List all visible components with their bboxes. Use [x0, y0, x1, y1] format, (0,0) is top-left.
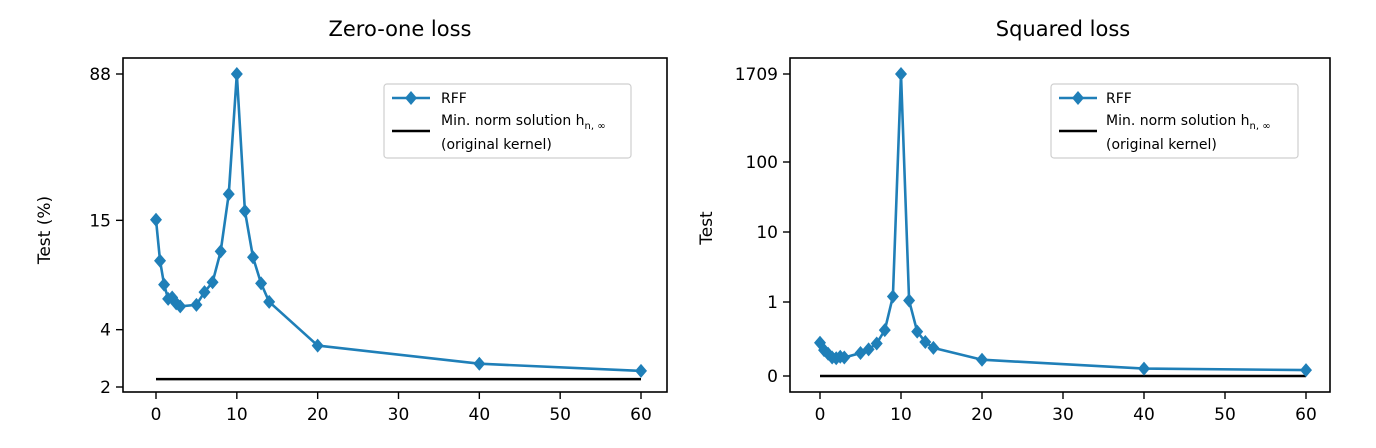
y-axis-label: Test (%) [35, 196, 55, 265]
rff-point [976, 352, 988, 367]
data-markers [814, 67, 1312, 378]
axes: 0 10 20 30 40 50 60 2 4 15 88 [89, 65, 651, 425]
x-tick-label: 0 [151, 405, 162, 425]
rff-point [214, 244, 227, 259]
legend-min-norm-subscript: n, ∞ [1250, 121, 1271, 132]
y-tick-label: 15 [89, 211, 111, 231]
x-tick-label: 0 [815, 405, 826, 425]
y-tick-label: 4 [100, 321, 111, 341]
legend: RFF Min. norm solution hn, ∞ (original k… [1050, 83, 1299, 159]
rff-point [1300, 363, 1312, 378]
rff-point [878, 323, 891, 338]
legend-label-min-norm-line2: (original kernel) [441, 137, 552, 153]
x-tick-label: 60 [630, 405, 652, 425]
rff-point [919, 334, 932, 349]
y-tick-label: 10 [756, 223, 778, 243]
rff-point [222, 187, 235, 202]
chart-squared-loss: Squared loss Test 0 10 20 30 40 50 60 0 1 10 100 17… [697, 17, 1331, 425]
rff-point [158, 277, 171, 292]
rff-point [154, 253, 167, 268]
rff-point [190, 297, 203, 312]
rff-point [838, 350, 851, 365]
legend-label-min-norm: Min. norm solution hn, ∞ [1106, 113, 1271, 132]
legend-label-min-norm-line2: (original kernel) [1106, 137, 1217, 153]
rff-point [198, 285, 211, 300]
chart-title: Squared loss [996, 17, 1131, 41]
plot-frame [122, 57, 668, 393]
rff-point [311, 338, 324, 353]
x-tick-label: 40 [1133, 405, 1155, 425]
data-markers [150, 67, 647, 378]
rff-point [903, 293, 916, 308]
legend-rff-marker [1072, 91, 1084, 105]
chart-title: Zero-one loss [328, 17, 471, 41]
y-tick-label: 1 [767, 293, 778, 313]
x-tick-label: 30 [388, 405, 410, 425]
x-tick-label: 20 [307, 405, 329, 425]
chart-zero-one-loss: Zero-one loss Test (%) 0 10 20 30 40 50 60 2 4 15… [35, 17, 668, 425]
legend-rff-marker [405, 91, 417, 105]
rff-point [635, 363, 647, 378]
rff-point [886, 289, 899, 304]
rff-point [473, 356, 486, 371]
rff-point [870, 336, 883, 351]
rff-point [1138, 361, 1150, 376]
x-tick-label: 50 [1214, 405, 1236, 425]
rff-point [174, 299, 187, 314]
rff-point [862, 342, 875, 357]
rff-point [206, 275, 219, 290]
plot-frame [789, 57, 1331, 393]
x-tick-label: 60 [1295, 405, 1317, 425]
x-tick-label: 10 [226, 405, 248, 425]
rff-point [263, 294, 276, 309]
y-tick-label: 100 [746, 153, 778, 173]
legend-label-rff: RFF [1106, 91, 1132, 107]
legend: RFF Min. norm solution hn, ∞ (original k… [383, 83, 632, 159]
rff-point [230, 67, 243, 81]
legend-label-min-norm: Min. norm solution hn, ∞ [441, 113, 606, 132]
x-tick-label: 40 [469, 405, 491, 425]
rff-point [927, 340, 940, 355]
legend-min-norm-subscript: n, ∞ [585, 121, 606, 132]
x-tick-label: 20 [971, 405, 993, 425]
rff-point [238, 203, 251, 218]
x-tick-label: 10 [890, 405, 912, 425]
rff-point [911, 324, 924, 339]
y-tick-label: 88 [89, 65, 111, 85]
legend-min-norm-text: Min. norm solution h [441, 113, 585, 129]
legend-box [383, 83, 632, 159]
rff-point [255, 276, 268, 291]
axes: 0 10 20 30 40 50 60 0 1 10 100 1709 [735, 65, 1317, 425]
y-tick-label: 2 [100, 378, 111, 398]
legend-min-norm-text: Min. norm solution h [1106, 113, 1250, 129]
legend-label-rff: RFF [441, 91, 467, 107]
rff-point [150, 212, 162, 227]
legend-box [1050, 83, 1299, 159]
y-tick-label: 1709 [735, 65, 778, 85]
rff-point [895, 67, 907, 81]
x-tick-label: 50 [549, 405, 571, 425]
x-tick-label: 30 [1052, 405, 1074, 425]
y-axis-label: Test [697, 211, 717, 246]
rff-point [247, 250, 259, 265]
y-tick-label: 0 [767, 367, 778, 387]
